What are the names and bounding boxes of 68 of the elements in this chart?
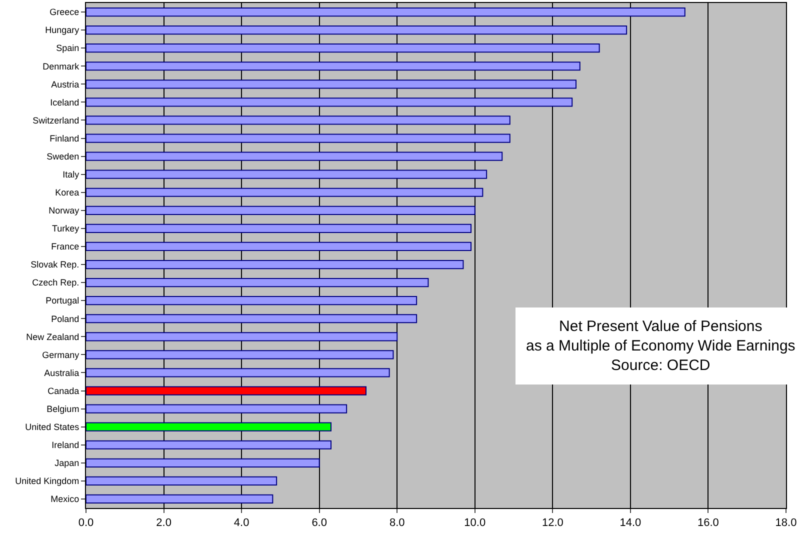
x-tick-label: 12.0 (542, 517, 564, 530)
y-tick-label: Iceland (50, 97, 80, 108)
bar (86, 386, 366, 396)
y-tick-label: Austria (51, 79, 80, 90)
bar (86, 494, 274, 504)
y-tick-label: Poland (51, 314, 80, 324)
bar (86, 404, 348, 414)
bar (86, 152, 503, 161)
y-tick-label: France (51, 242, 80, 252)
y-tick-label: Hungary (45, 25, 80, 36)
bar (86, 260, 464, 270)
x-tick-label: 16.0 (698, 517, 719, 530)
y-tick-label: Australia (44, 368, 80, 378)
bar (86, 368, 390, 378)
bar (86, 458, 320, 468)
annotation: Source: OECD (611, 357, 710, 374)
x-tick-label: 10.0 (464, 517, 486, 530)
y-tick-label: New Zealand (26, 332, 80, 342)
y-tick-label: Sweden (46, 151, 80, 162)
y-tick-label: Finland (50, 133, 80, 144)
bar (86, 206, 476, 215)
y-tick-label: Czech Rep. (32, 278, 80, 288)
bar (86, 116, 510, 125)
x-tick-label: 14.0 (620, 517, 642, 530)
bar (86, 188, 484, 197)
bar (86, 422, 332, 432)
y-tick-label: Canada (48, 386, 80, 396)
x-tick-label: 0.0 (78, 517, 94, 530)
y-tick-label: Ireland (52, 440, 80, 450)
bar (86, 476, 278, 486)
bar (86, 350, 394, 360)
x-tick-label: 2.0 (156, 517, 172, 530)
y-tick-label: Germany (42, 350, 80, 360)
bar (86, 224, 472, 233)
bar (86, 134, 510, 143)
bar (86, 242, 472, 252)
y-tick-label: Greece (50, 7, 80, 18)
bar (86, 80, 576, 89)
bar (86, 62, 580, 71)
text: Net Present Value of Pensions as a Multiple of Economy Wide Earnings (526, 318, 796, 354)
y-tick-label: Norway (48, 206, 80, 216)
bar (86, 440, 332, 450)
bar (86, 44, 600, 53)
bar (86, 278, 429, 288)
y-tick-label: United Kingdom (15, 476, 80, 486)
bar (86, 332, 398, 342)
y-tick-label: Turkey (52, 224, 80, 234)
y-tick-label: Italy (62, 169, 80, 180)
bar (86, 98, 573, 107)
y-tick-label: Portugal (46, 296, 80, 306)
y-tick-label: Switzerland (32, 115, 80, 126)
bar (86, 170, 488, 179)
y-tick-label: Korea (55, 188, 80, 198)
x-tick-label: 8.0 (389, 517, 405, 530)
bar (86, 7, 686, 17)
y-tick-label: Belgium (46, 404, 80, 414)
y-tick-label: Japan (54, 458, 80, 468)
y-tick-label: Slovak Rep. (30, 260, 80, 270)
y-tick-label: Mexico (50, 494, 80, 504)
x-tick-label: 18.0 (775, 517, 797, 530)
y-tick-label: United States (25, 422, 80, 432)
y-tick-label: Spain (56, 43, 80, 54)
x-tick-label: 4.0 (234, 517, 250, 530)
y-tick-label: Denmark (42, 61, 80, 72)
bar (86, 314, 418, 324)
x-tick-label: 6.0 (312, 517, 327, 530)
bar (86, 296, 418, 306)
bar (86, 26, 628, 35)
